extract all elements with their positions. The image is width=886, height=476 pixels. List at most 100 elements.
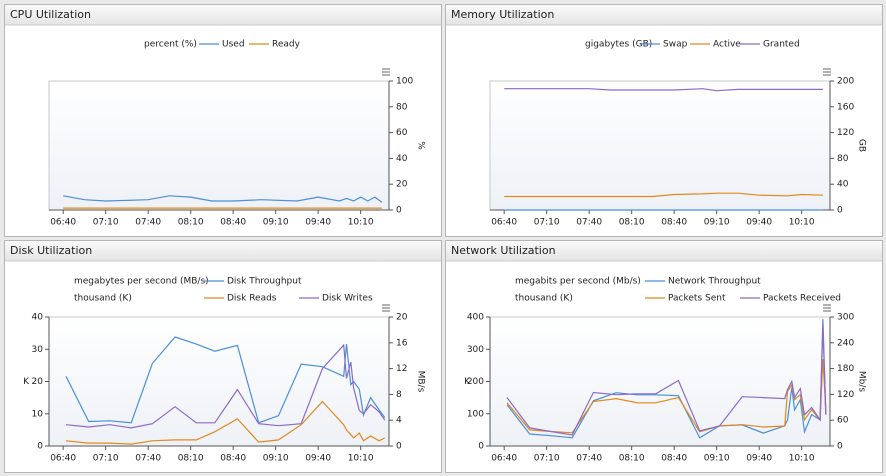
y2-tick-label: 60 bbox=[396, 128, 408, 138]
y2-tick-label: 0 bbox=[396, 206, 402, 216]
x-tick-label: 08:10 bbox=[619, 218, 645, 228]
x-tick-label: 09:40 bbox=[305, 454, 331, 464]
y2-tick-label: 100 bbox=[396, 77, 413, 87]
y-tick-label: 40 bbox=[32, 313, 44, 323]
panel-title: Memory Utilization bbox=[451, 8, 554, 21]
y2-tick-label: 4 bbox=[396, 416, 402, 426]
y2-tick-label: 20 bbox=[396, 313, 408, 323]
y-tick-label: 400 bbox=[467, 313, 484, 323]
x-tick-label: 06:40 bbox=[491, 454, 517, 464]
x-tick-label: 08:40 bbox=[661, 218, 687, 228]
y2-tick-label: 40 bbox=[396, 154, 408, 164]
legend-label: Packets Sent bbox=[668, 294, 726, 304]
y2-tick-label: 80 bbox=[837, 154, 849, 164]
series-line bbox=[65, 336, 386, 424]
x-tick-label: 06:40 bbox=[50, 454, 76, 464]
panel-header bbox=[446, 5, 882, 25]
legend-label: Disk Writes bbox=[322, 294, 373, 304]
y-tick-label: 0 bbox=[478, 442, 484, 452]
series-line bbox=[63, 195, 383, 203]
x-tick-label: 07:40 bbox=[135, 218, 161, 228]
x-tick-label: 06:40 bbox=[491, 218, 517, 228]
x-tick-label: 08:10 bbox=[178, 218, 204, 228]
y2-tick-label: 60 bbox=[837, 416, 849, 426]
legend-label: Granted bbox=[763, 40, 800, 50]
y2-tick-label: 0 bbox=[837, 206, 843, 216]
x-tick-label: 09:10 bbox=[704, 218, 730, 228]
y2-axis-label: Mb/s bbox=[857, 371, 867, 393]
x-tick-label: 07:10 bbox=[534, 454, 560, 464]
legend-group-label: megabits per second (Mb/s) bbox=[515, 277, 641, 287]
x-tick-label: 07:40 bbox=[576, 218, 602, 228]
series-line bbox=[506, 359, 827, 434]
legend-label: Disk Throughput bbox=[227, 277, 302, 287]
panel-header bbox=[5, 241, 441, 261]
x-tick-label: 06:40 bbox=[50, 218, 76, 228]
legend-label: Active bbox=[713, 40, 741, 50]
legend-group-label: thousand (K) bbox=[74, 294, 132, 304]
x-tick-label: 09:10 bbox=[704, 454, 730, 464]
y-axis-label: K bbox=[23, 377, 30, 387]
plot-area bbox=[48, 316, 390, 447]
y2-axis-label: MB/s bbox=[416, 371, 426, 393]
legend-group-label: thousand (K) bbox=[515, 294, 573, 304]
y-tick-label: 10 bbox=[32, 409, 44, 419]
legend-label: Network Throughput bbox=[668, 277, 761, 287]
x-tick-label: 10:10 bbox=[789, 454, 815, 464]
y-tick-label: 300 bbox=[467, 345, 484, 355]
y-tick-label: 100 bbox=[467, 409, 484, 419]
x-tick-label: 08:10 bbox=[178, 454, 204, 464]
y2-axis-label: GB bbox=[857, 139, 867, 152]
y2-tick-label: 200 bbox=[837, 77, 854, 87]
x-tick-label: 09:10 bbox=[263, 218, 289, 228]
panel-title: Disk Utilization bbox=[10, 244, 92, 257]
y-tick-label: 200 bbox=[467, 377, 484, 387]
y2-tick-label: 8 bbox=[396, 390, 402, 400]
plot-area bbox=[489, 316, 831, 447]
y2-tick-label: 12 bbox=[396, 364, 407, 374]
x-tick-label: 09:40 bbox=[746, 454, 772, 464]
y2-tick-label: 40 bbox=[837, 180, 849, 190]
y-tick-label: 0 bbox=[37, 442, 43, 452]
panel-title: CPU Utilization bbox=[10, 8, 91, 21]
x-tick-label: 10:10 bbox=[348, 454, 374, 464]
x-tick-label: 07:10 bbox=[93, 454, 119, 464]
x-tick-label: 07:10 bbox=[93, 218, 119, 228]
y2-tick-label: 120 bbox=[837, 128, 854, 138]
series-line bbox=[65, 400, 386, 445]
legend-group-label: gigabytes (GB) bbox=[585, 40, 652, 50]
x-tick-label: 07:10 bbox=[534, 218, 560, 228]
y2-tick-label: 16 bbox=[396, 338, 408, 348]
legend-group-label: percent (%) bbox=[144, 40, 197, 50]
panel: Network Utilization 06:40 07:10 07:40 08:10 0… bbox=[445, 240, 883, 473]
x-tick-label: 07:40 bbox=[135, 454, 161, 464]
legend-label: Packets Received bbox=[763, 294, 841, 304]
plot-area bbox=[489, 80, 831, 211]
x-tick-label: 09:40 bbox=[746, 218, 772, 228]
x-tick-label: 07:40 bbox=[576, 454, 602, 464]
series-line bbox=[504, 192, 823, 198]
plot-area bbox=[48, 80, 390, 211]
series-line bbox=[506, 324, 827, 436]
panel-header bbox=[446, 241, 882, 261]
legend-label: Used bbox=[222, 40, 245, 50]
y-tick-label: 20 bbox=[32, 377, 44, 387]
y2-tick-label: 120 bbox=[837, 390, 854, 400]
panel-header bbox=[5, 5, 441, 25]
legend-label: Ready bbox=[272, 40, 301, 50]
y-tick-label: 30 bbox=[32, 345, 44, 355]
x-tick-label: 08:40 bbox=[220, 454, 246, 464]
y2-tick-label: 300 bbox=[837, 313, 854, 323]
panel: CPU Utilization 06:40 07:10 07:40 08:10 08:40… bbox=[4, 4, 442, 237]
y2-tick-label: 0 bbox=[396, 442, 402, 452]
legend-group-label: megabytes per second (MB/s) bbox=[74, 277, 209, 287]
x-tick-label: 10:10 bbox=[789, 218, 815, 228]
series-line bbox=[65, 343, 386, 429]
y2-tick-label: 180 bbox=[837, 364, 854, 374]
x-tick-label: 08:40 bbox=[220, 218, 246, 228]
y2-tick-label: 80 bbox=[396, 102, 408, 112]
y2-tick-label: 20 bbox=[396, 180, 408, 190]
x-tick-label: 09:10 bbox=[263, 454, 289, 464]
